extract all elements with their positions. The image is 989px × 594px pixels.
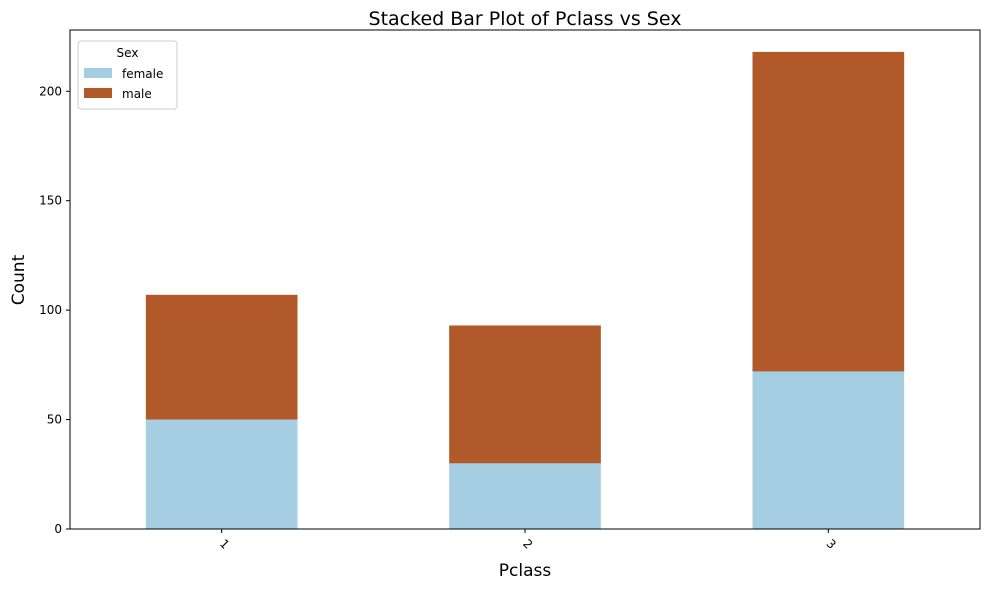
x-axis-title: Pclass [499,561,552,581]
y-axis-title: Count [9,254,29,305]
y-tick-label: 150 [39,194,62,208]
bar-male-2 [449,325,601,464]
y-tick-label: 100 [39,303,62,317]
bar-female-2 [449,463,601,529]
y-tick-label: 0 [54,522,62,536]
legend-label-male: male [122,87,152,101]
legend-title: Sex [117,46,139,60]
bar-male-3 [752,51,905,372]
y-tick-label: 200 [39,84,62,98]
legend-label-female: female [122,67,163,81]
bars-layer [145,51,905,529]
x-tick-label: 3 [824,537,839,552]
legend: Sex female male [77,40,178,110]
legend-swatch-male [84,88,112,98]
x-tick-label: 1 [217,537,232,552]
chart-title: Stacked Bar Plot of Pclass vs Sex [369,8,682,30]
bar-female-3 [752,371,905,529]
bar-male-1 [145,294,298,420]
legend-swatch-female [84,68,112,78]
y-tick-label: 50 [47,413,62,427]
bar-female-1 [145,419,298,529]
x-tick-label: 2 [520,537,535,552]
